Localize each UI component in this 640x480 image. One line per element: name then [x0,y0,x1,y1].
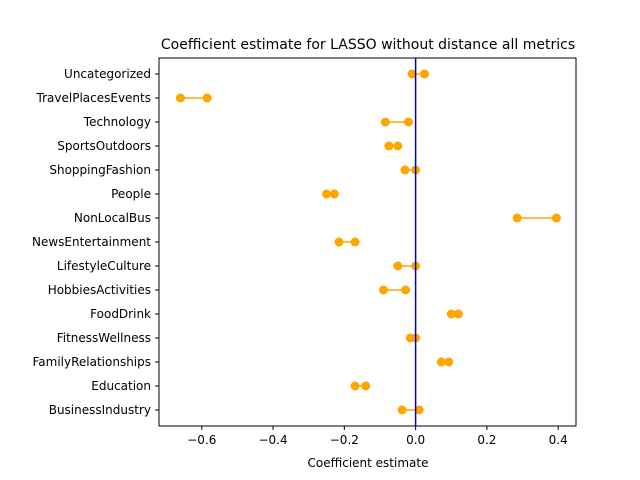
x-tick-label: 0.4 [549,433,568,447]
interval-point-high [420,69,430,79]
x-tick-label: −0.6 [187,433,216,447]
y-tick-label: ShoppingFashion [49,163,151,177]
interval-point-low [350,381,360,391]
interval-point-low [175,93,185,103]
y-tick-label: HobbiesActivities [48,283,151,297]
x-axis-label: Coefficient estimate [308,456,429,470]
interval-point-low [384,141,394,151]
interval-point-low [380,117,390,127]
interval-point-high [329,189,339,199]
y-axis: Uncategorized TravelPlacesEvents Technolog… [32,67,159,417]
interval-point-low [436,357,446,367]
y-tick-label: FitnessWellness [57,331,151,345]
interval-point-low [397,405,407,415]
plot-frame [158,57,577,427]
interval-point-low [379,285,389,295]
y-tick-label: LifestyleCulture [57,259,151,273]
interval-point-high [401,285,411,295]
interval-point-high [453,309,463,319]
interval-point-high [350,237,360,247]
interval-point-low [512,213,522,223]
y-tick-label: FamilyRelationships [32,355,151,369]
interval-point-high [414,405,424,415]
interval-point-low [407,69,417,79]
interval-point-high [361,381,371,391]
interval-point-low [393,261,403,271]
y-tick-label: NonLocalBus [74,211,151,225]
x-tick-label: 0.0 [406,433,425,447]
y-tick-label: FoodDrink [90,307,151,321]
x-tick-label: −0.2 [330,433,359,447]
interval-point-low [322,189,332,199]
x-axis: −0.6 −0.4 −0.2 0.0 0.2 0.4 [187,426,568,447]
y-tick-label: Uncategorized [64,67,151,81]
y-tick-label: TravelPlacesEvents [36,91,151,105]
y-tick-label: NewsEntertainment [32,235,151,249]
interval-point-high [403,117,413,127]
y-tick-label: People [111,187,151,201]
y-tick-label: BusinessIndustry [49,403,151,417]
interval-point-high [444,357,454,367]
interval-point-high [551,213,561,223]
y-tick-label: Education [91,379,151,393]
chart-title: Coefficient estimate for LASSO without d… [161,37,575,53]
plot-layer [175,58,561,426]
interval-point-high [202,93,212,103]
interval-point-high [393,141,403,151]
y-tick-label: Technology [83,115,151,129]
interval-point-low [446,309,456,319]
y-tick-label: SportsOutdoors [57,139,151,153]
x-tick-label: 0.2 [477,433,496,447]
x-tick-label: −0.4 [258,433,287,447]
interval-point-low [400,165,410,175]
interval-point-low [334,237,344,247]
